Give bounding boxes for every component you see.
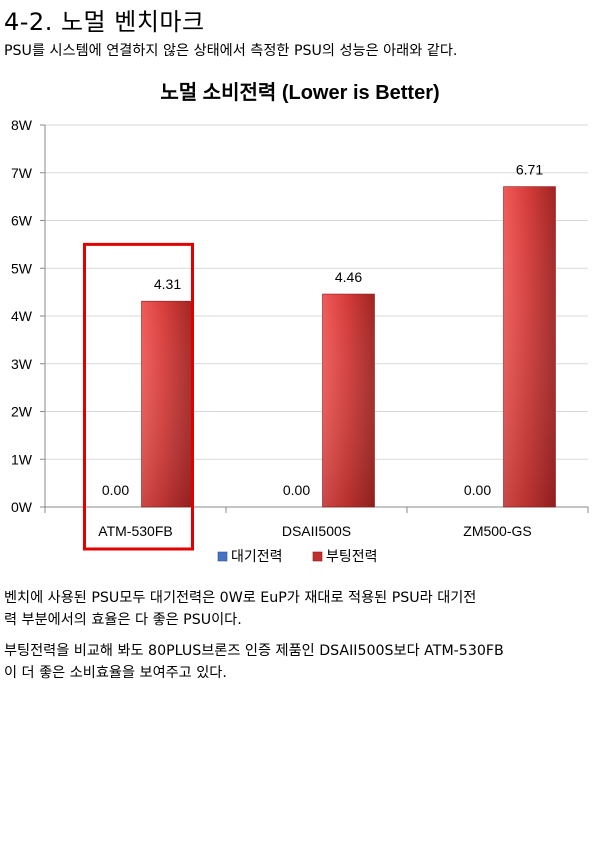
y-tick-label: 7W [11,165,33,181]
data-label: 0.00 [283,482,310,498]
chart-axes [40,124,589,513]
intro-text: PSU를 시스템에 연결하지 않은 상태에서 측정한 PSU의 성능은 아래와 … [4,43,458,59]
y-tick-label: 3W [11,356,33,372]
y-tick-label: 2W [11,404,33,420]
data-label: 0.00 [102,482,129,498]
chart-legend: 대기전력 부팅전력 [217,548,378,564]
legend-swatch [312,551,323,562]
paragraph-1-line: 력 부분에서의 효율은 다 좋은 PSU이다. [4,612,242,628]
chart-gridlines [45,124,588,460]
page-heading: 4-2. 노멀 벤치마크 [4,8,205,36]
x-category-label: ATM-530FB [98,523,172,539]
power-consumption-chart: 노멀 소비전력 (Lower is Better) 0W 1W 2W 3W 4W 5W 6W… [11,81,589,564]
x-category-label: DSAII500S [282,523,351,539]
y-tick-label: 6W [11,213,33,229]
legend-swatch [217,551,228,562]
y-tick-label: 8W [11,117,33,133]
bar-shade [322,294,375,507]
paragraph-1-line: 벤치에 사용된 PSU모두 대기전력은 0W로 EuP가 재대로 적용된 PSU… [4,590,477,606]
bar-shade [503,186,556,507]
paragraph-2-line: 이 더 좋은 소비효율을 보여주고 있다. [4,665,227,681]
y-tick-label: 5W [11,260,33,276]
chart-labels: 0W 1W 2W 3W 4W 5W 6W 7W 8W 0.00 4.31 ATM-530FB 0.00 4… [11,117,543,551]
paragraph-2-line: 부팅전력을 비교해 봐도 80PLUS브론즈 인증 제품인 DSAII500S보… [4,643,504,659]
y-tick-label: 0W [11,499,33,515]
y-tick-label: 1W [11,451,33,467]
chart-bars [141,186,556,508]
bar-shade [141,301,194,507]
legend-label: 부팅전력 [326,548,378,564]
x-category-label: ZM500-GS [463,523,531,539]
paragraph-2: 부팅전력을 비교해 봐도 80PLUS브론즈 인증 제품인 DSAII500S보… [4,640,594,684]
legend-label: 대기전력 [231,548,283,564]
chart-title: 노멀 소비전력 (Lower is Better) [160,81,439,104]
data-label: 6.71 [516,162,543,178]
y-tick-label: 4W [11,308,33,324]
paragraph-1: 벤치에 사용된 PSU모두 대기전력은 0W로 EuP가 재대로 적용된 PSU… [4,587,594,631]
data-label: 4.46 [335,269,362,285]
highlight-box [83,242,194,551]
data-label: 0.00 [464,482,491,498]
data-label: 4.31 [154,276,181,292]
